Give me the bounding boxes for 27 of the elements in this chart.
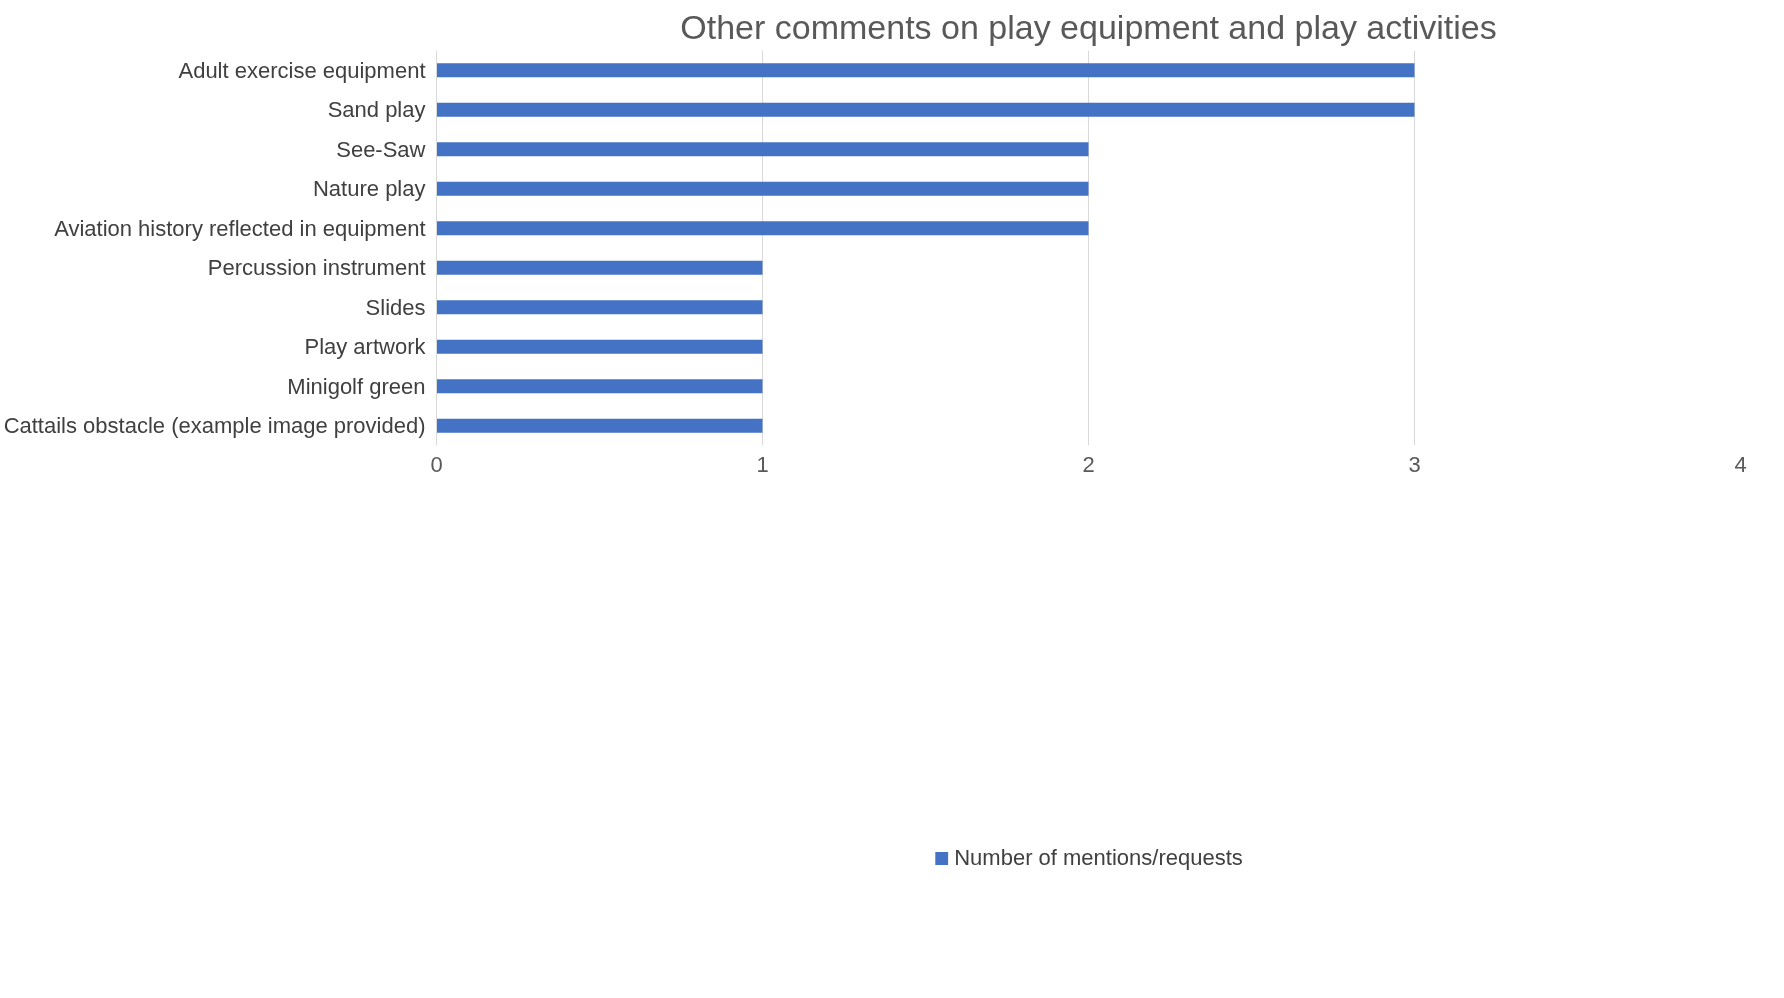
y-tick-label: Cattails obstacle (example image provided) — [3, 413, 426, 439]
x-tick-label: 2 — [1082, 451, 1095, 477]
chart-title: Other comments on play equipment and play activities — [680, 7, 1497, 46]
bar — [436, 339, 763, 354]
bar — [436, 418, 763, 433]
bar — [436, 181, 1089, 196]
bar — [436, 260, 763, 275]
bar — [436, 63, 1415, 78]
y-tick-label: Slides — [365, 294, 426, 320]
x-tick-label: 4 — [1734, 451, 1747, 477]
bar — [436, 379, 763, 394]
y-tick-label: Sand play — [327, 97, 426, 123]
y-tick-label: See-Saw — [336, 136, 426, 162]
y-tick-label: Aviation history reflected in equipment — [54, 215, 426, 241]
x-tick-label: 1 — [756, 451, 769, 477]
bar — [436, 102, 1415, 117]
bar — [436, 300, 763, 315]
y-tick-label: Percussion instrument — [207, 255, 426, 281]
bar — [436, 142, 1089, 157]
y-tick-label: Adult exercise equipment — [178, 57, 426, 83]
y-tick-label: Nature play — [313, 176, 426, 202]
y-tick-label: Minigolf green — [287, 373, 426, 399]
x-tick-label: 0 — [430, 451, 443, 477]
legend-label: Number of mentions/requests — [954, 844, 1243, 871]
y-tick-label: Play artwork — [304, 334, 427, 360]
x-tick-label: 3 — [1408, 451, 1421, 477]
bar — [436, 221, 1089, 236]
